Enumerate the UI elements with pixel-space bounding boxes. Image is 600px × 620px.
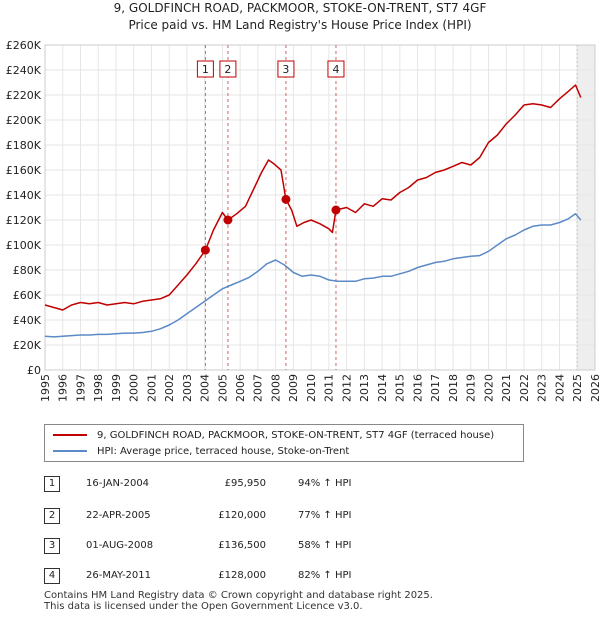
footer-licence: This data is licensed under the Open Gov… (44, 601, 363, 612)
price-chart: 9, GOLDFINCH ROAD, PACKMOOR, STOKE-ON-TR… (6, 1, 600, 402)
transaction-date: 16-JAN-2004 (86, 478, 150, 489)
x-tick-label: 2019 (465, 374, 478, 402)
x-tick-label: 2005 (216, 374, 229, 402)
transaction-price: £128,000 (218, 570, 266, 581)
transaction-hpi: 58% ↑ HPI (298, 540, 352, 551)
chart-subtitle: Price paid vs. HM Land Registry's House … (128, 18, 471, 32)
y-tick-label: £100K (6, 239, 42, 252)
x-tick-label: 2015 (394, 374, 407, 402)
transaction-label: 4 (332, 63, 339, 76)
y-tick-label: £20K (13, 339, 42, 352)
plot-area (45, 45, 595, 370)
x-tick-label: 2020 (482, 374, 495, 402)
y-tick-label: £120K (6, 214, 42, 227)
x-tick-label: 2018 (447, 374, 460, 402)
sale-point (331, 205, 341, 215)
sale-point (200, 245, 210, 255)
property-series-line (44, 84, 582, 311)
chart-title: 9, GOLDFINCH ROAD, PACKMOOR, STOKE-ON-TR… (114, 1, 487, 15)
y-tick-label: £80K (13, 264, 42, 277)
legend-label-hpi: HPI: Average price, terraced house, Stok… (97, 446, 350, 457)
y-tick-label: £60K (13, 289, 42, 302)
x-tick-label: 2024 (553, 374, 566, 402)
legend-item-property: 9, GOLDFINCH ROAD, PACKMOOR, STOKE-ON-TR… (53, 428, 494, 444)
transaction-label-box (277, 60, 295, 78)
x-tick-label: 2003 (181, 374, 194, 402)
transaction-label-box (327, 60, 345, 78)
transaction-label-box (219, 60, 237, 78)
future-shaded-region (577, 45, 595, 370)
x-tick-label: 2011 (323, 374, 336, 402)
legend-label-property: 9, GOLDFINCH ROAD, PACKMOOR, STOKE-ON-TR… (97, 430, 495, 441)
x-tick-label: 2009 (287, 374, 300, 402)
x-tick-label: 1995 (39, 374, 52, 402)
x-tick-label: 2017 (429, 374, 442, 402)
transaction-hpi: 77% ↑ HPI (298, 510, 352, 521)
y-tick-label: £200K (6, 114, 42, 127)
x-tick-label: 2004 (199, 374, 212, 402)
plot-border (44, 44, 596, 371)
transaction-number: 1 (44, 476, 60, 492)
transaction-price: £120,000 (218, 510, 266, 521)
transaction-label: 3 (282, 63, 289, 76)
x-tick-label: 1998 (92, 374, 105, 402)
transaction-label: 1 (202, 63, 209, 76)
footer-attribution: Contains HM Land Registry data © Crown c… (44, 590, 433, 612)
legend-item-hpi: HPI: Average price, terraced house, Stok… (53, 444, 349, 460)
transaction-date: 22-APR-2005 (86, 510, 151, 521)
x-tick-label: 2025 (571, 374, 584, 402)
transaction-number: 3 (44, 538, 60, 554)
transaction-number: 4 (44, 568, 60, 584)
table-row: 2 22-APR-2005 £120,000 77% ↑ HPI (44, 508, 444, 524)
y-tick-label: £140K (6, 189, 42, 202)
x-tick-label: 2002 (163, 374, 176, 402)
table-row: 1 16-JAN-2004 £95,950 94% ↑ HPI (44, 476, 444, 492)
sale-point (281, 194, 291, 204)
y-tick-label: £40K (13, 314, 42, 327)
x-tick-label: 1997 (74, 374, 87, 402)
footer-copyright: Contains HM Land Registry data © Crown c… (44, 590, 433, 601)
transaction-number: 2 (44, 508, 60, 524)
y-tick-label: £240K (6, 64, 42, 77)
x-tick-label: 1999 (110, 374, 123, 402)
chart-legend: 9, GOLDFINCH ROAD, PACKMOOR, STOKE-ON-TR… (44, 424, 524, 462)
table-row: 4 26-MAY-2011 £128,000 82% ↑ HPI (44, 568, 444, 584)
y-tick-label: £160K (6, 164, 42, 177)
y-tick-label: £0 (27, 364, 41, 377)
x-tick-label: 2014 (376, 374, 389, 402)
x-tick-label: 2000 (128, 374, 141, 402)
x-tick-label: 2023 (536, 374, 549, 402)
legend-swatch-hpi (53, 450, 87, 452)
transaction-hpi: 94% ↑ HPI (298, 478, 352, 489)
x-tick-label: 2022 (518, 374, 531, 402)
transaction-hpi: 82% ↑ HPI (298, 570, 352, 581)
transaction-price: £136,500 (218, 540, 266, 551)
x-tick-label: 2013 (358, 374, 371, 402)
table-row: 3 01-AUG-2008 £136,500 58% ↑ HPI (44, 538, 444, 554)
x-tick-label: 2006 (234, 374, 247, 402)
x-tick-label: 2010 (305, 374, 318, 402)
x-tick-label: 2012 (340, 374, 353, 402)
x-tick-label: 2007 (252, 374, 265, 402)
y-tick-label: £180K (6, 139, 42, 152)
hpi-series-line (44, 213, 582, 338)
sale-point (223, 215, 233, 225)
x-tick-label: 2021 (500, 374, 513, 402)
x-tick-label: 2001 (145, 374, 158, 402)
x-tick-label: 2008 (269, 374, 282, 402)
transaction-date: 01-AUG-2008 (86, 540, 154, 551)
y-tick-label: £260K (6, 39, 42, 52)
x-tick-label: 2016 (411, 374, 424, 402)
x-tick-label: 1996 (57, 374, 70, 402)
y-tick-label: £220K (6, 89, 42, 102)
transaction-label-box (196, 60, 214, 78)
legend-swatch-property (53, 434, 87, 436)
transaction-label: 2 (224, 63, 231, 76)
transaction-price: £95,950 (224, 478, 266, 489)
transaction-date: 26-MAY-2011 (86, 570, 152, 581)
x-tick-label: 2026 (589, 374, 600, 402)
